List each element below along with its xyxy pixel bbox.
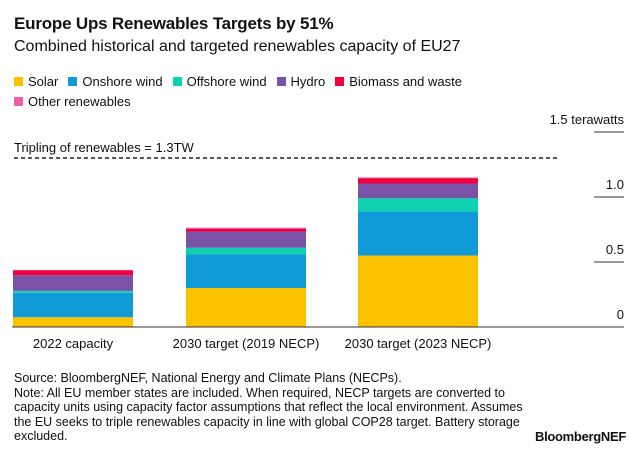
bar-segment-hydro [13, 275, 133, 291]
legend-swatch [172, 77, 182, 86]
legend-item: Other renewables [14, 92, 131, 112]
legend-swatch [68, 77, 78, 86]
bar-segment-solar [186, 288, 306, 327]
legend: Solar Onshore wind Offshore wind Hydro Bioma… [14, 72, 534, 112]
bar-segment-other-renewables [186, 227, 306, 229]
brand-logo: BloombergNEF [534, 429, 626, 444]
bar-segment-biomass-and-waste [358, 178, 478, 184]
bar-segment-other-renewables [13, 269, 133, 271]
bar-segment-hydro [186, 231, 306, 248]
chart-title: Europe Ups Renewables Targets by 51% [14, 14, 334, 33]
source-text: Source: BloombergNEF, National Energy an… [14, 371, 402, 385]
legend-label: Other renewables [28, 94, 131, 109]
bar-segment-offshore-wind [13, 290, 133, 293]
bar-segment-solar [13, 317, 133, 327]
legend-swatch [335, 77, 345, 86]
note-text: Note: All EU member states are included.… [14, 385, 523, 444]
legend-item: Onshore wind [68, 72, 163, 92]
y-tick-label: 1.0 [606, 177, 624, 192]
bar-segment-biomass-and-waste [13, 270, 133, 276]
footnote: Source: BloombergNEF, National Energy an… [14, 371, 534, 444]
chart-subtitle: Combined historical and targeted renewab… [14, 38, 461, 55]
legend-item: Biomass and waste [335, 72, 462, 92]
legend-item: Hydro [276, 72, 326, 92]
legend-swatch [276, 77, 286, 86]
bar-segment-hydro [358, 183, 478, 199]
legend-label: Hydro [290, 74, 326, 89]
x-tick-label: 2030 target (2019 NECP) [173, 336, 320, 351]
bar-segment-onshore-wind [186, 254, 306, 288]
legend-label: Solar [28, 74, 59, 89]
legend-label: Onshore wind [82, 74, 163, 89]
legend-label: Offshore wind [186, 74, 267, 89]
reference-line-label: Tripling of renewables = 1.3TW [14, 140, 195, 155]
legend-item: Offshore wind [172, 72, 267, 92]
y-tick-label: 0 [617, 307, 624, 322]
bar-segment-solar [358, 255, 478, 327]
bar-segment-offshore-wind [186, 247, 306, 255]
x-tick-label: 2030 target (2023 NECP) [345, 336, 492, 351]
bar-segment-biomass-and-waste [186, 228, 306, 232]
bar-segment-onshore-wind [358, 211, 478, 256]
bar-segment-offshore-wind [358, 198, 478, 212]
legend-swatch [14, 97, 23, 106]
y-tick-label: 0.5 [606, 242, 624, 257]
bar-segment-onshore-wind [13, 292, 133, 318]
legend-swatch [14, 77, 23, 86]
legend-label: Biomass and waste [349, 74, 462, 89]
x-tick-label: 2022 capacity [33, 336, 114, 351]
y-tick-label: 1.5 terawatts [550, 112, 625, 127]
bar-segment-other-renewables [358, 177, 478, 179]
legend-item: Solar [14, 72, 58, 92]
